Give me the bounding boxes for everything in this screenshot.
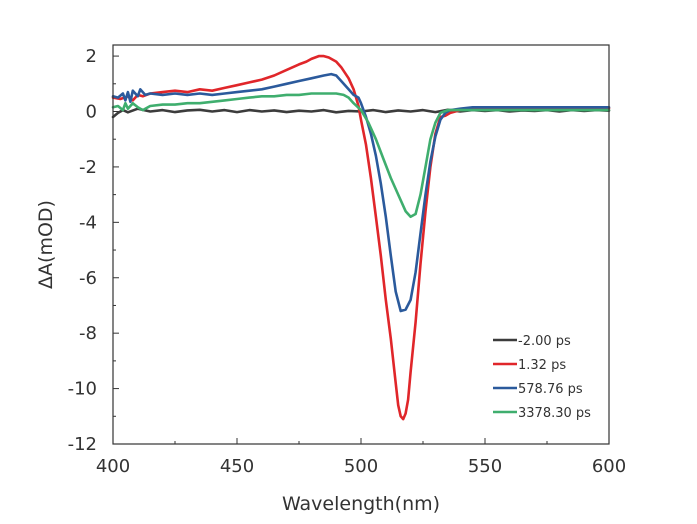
y-tick-label: -4 — [79, 212, 97, 233]
x-axis-title: Wavelength(nm) — [282, 493, 440, 515]
legend-label: 3378.30 ps — [518, 406, 591, 421]
y-tick-label: -8 — [79, 323, 97, 344]
series-line — [111, 72, 611, 313]
y-tick-label: 2 — [86, 46, 97, 67]
x-tick-label: 550 — [468, 456, 502, 477]
plot-frame — [112, 44, 610, 445]
axis-ticks: 400 450 500 550 600 -12 -10 -8 -6 -4 -2 0 2 — [68, 46, 627, 477]
series-lines — [111, 54, 611, 421]
y-axis-title: ΔA(mOD) — [35, 200, 57, 289]
x-tick-label: 400 — [96, 456, 130, 477]
y-tick-label: 0 — [86, 102, 97, 123]
x-tick-label: 500 — [344, 456, 378, 477]
legend-label: 1.32 ps — [518, 358, 566, 373]
legend: -2.00 ps 1.32 ps 578.76 ps 3378.30 ps — [493, 334, 591, 421]
series-line — [111, 92, 611, 219]
legend-label: -2.00 ps — [518, 334, 571, 349]
y-tick-label: -10 — [68, 379, 97, 400]
y-tick-label: -2 — [79, 157, 97, 178]
x-tick-label: 450 — [220, 456, 254, 477]
y-tick-label: -6 — [79, 268, 97, 289]
x-tick-label: 600 — [592, 456, 626, 477]
y-tick-label: -12 — [68, 434, 97, 455]
legend-label: 578.76 ps — [518, 382, 583, 397]
